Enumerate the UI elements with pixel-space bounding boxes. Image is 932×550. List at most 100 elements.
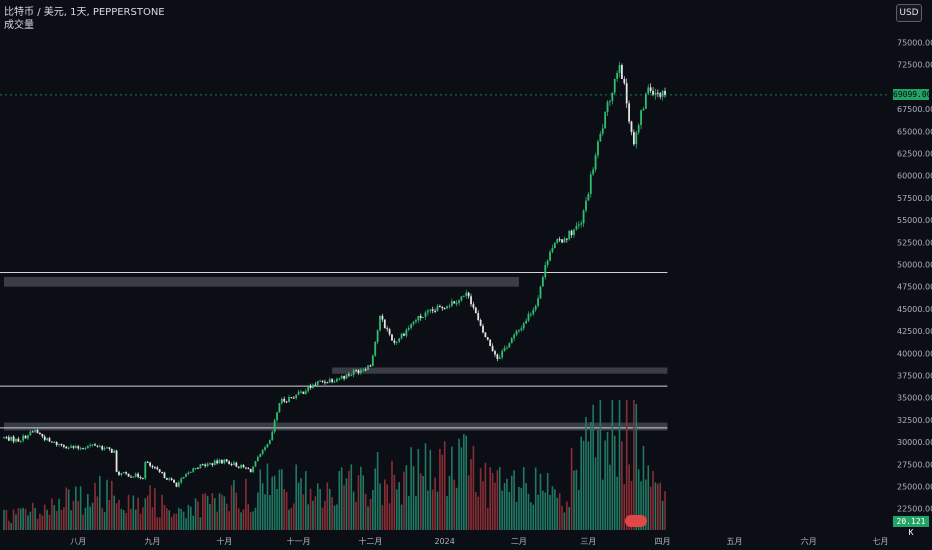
candle-body bbox=[443, 308, 446, 310]
candle-body bbox=[489, 339, 492, 347]
volume-bar bbox=[580, 436, 582, 530]
candle-body bbox=[520, 328, 523, 331]
candle-body bbox=[503, 347, 506, 352]
candle-body bbox=[632, 132, 635, 145]
candle-body bbox=[302, 391, 305, 394]
candle-body bbox=[283, 398, 286, 402]
candle-body bbox=[604, 112, 607, 129]
volume-bar bbox=[84, 507, 87, 530]
volume-bar bbox=[427, 490, 429, 530]
zone-rect[interactable] bbox=[332, 367, 668, 374]
volume-bar bbox=[24, 508, 27, 530]
price-axis[interactable]: 22500.00 25000.00 27500.00 30000.00 32500.00… bbox=[897, 39, 932, 514]
candle-body bbox=[94, 444, 96, 446]
candle-body bbox=[165, 478, 168, 480]
volume-bar bbox=[115, 503, 118, 530]
volume-bar bbox=[312, 500, 314, 530]
volume-bar bbox=[75, 486, 77, 530]
volume-bar bbox=[436, 491, 439, 530]
candle-body bbox=[254, 461, 257, 467]
candle-body bbox=[86, 445, 89, 449]
candle-body bbox=[101, 446, 104, 450]
candle-body bbox=[209, 463, 211, 465]
candle-body bbox=[316, 381, 319, 385]
candle-body bbox=[482, 325, 484, 333]
candle-body bbox=[381, 315, 384, 320]
candle-body bbox=[130, 476, 132, 478]
candle-body bbox=[494, 351, 496, 355]
symbol-name[interactable]: 比特币 bbox=[4, 7, 34, 18]
candle-body bbox=[647, 87, 650, 94]
price-tick-label: 25000.00 bbox=[897, 483, 932, 492]
volume-bar bbox=[448, 475, 451, 530]
volume-bar bbox=[228, 511, 230, 530]
candle-body bbox=[151, 465, 154, 468]
volume-bar bbox=[206, 495, 209, 530]
candle-body bbox=[228, 461, 231, 465]
volume-bar bbox=[170, 516, 173, 530]
candle-body bbox=[553, 242, 556, 249]
volume-bar bbox=[39, 513, 41, 530]
volume-bar bbox=[197, 501, 199, 530]
candle-body bbox=[142, 478, 144, 480]
volume-bar bbox=[79, 486, 82, 530]
candle-body bbox=[185, 474, 187, 478]
candle-body bbox=[379, 315, 381, 331]
price-tick-label: 22500.00 bbox=[897, 505, 932, 514]
volume-bar bbox=[300, 478, 302, 530]
volume-bar bbox=[89, 506, 92, 530]
volume-bar bbox=[103, 512, 106, 530]
candle-body bbox=[369, 365, 372, 367]
volume-bar bbox=[544, 492, 547, 530]
volume-bar bbox=[182, 511, 185, 530]
volume-bar bbox=[405, 465, 408, 530]
volume-bar bbox=[482, 481, 484, 530]
candle-body bbox=[149, 462, 151, 466]
volume-bar bbox=[477, 496, 480, 530]
volume-bar bbox=[199, 517, 202, 530]
candle-body bbox=[96, 445, 99, 447]
candle-body bbox=[106, 447, 108, 449]
volume-bar bbox=[589, 421, 592, 530]
candle-body bbox=[565, 238, 568, 240]
volume-bar bbox=[376, 452, 379, 530]
volume-bar bbox=[314, 496, 317, 530]
candle-body bbox=[312, 384, 314, 388]
candle-body bbox=[98, 446, 101, 448]
candle-body bbox=[506, 347, 508, 349]
zones-layer bbox=[4, 276, 668, 431]
volume-bar bbox=[331, 497, 333, 530]
candle-body bbox=[393, 340, 396, 343]
zone-rect[interactable] bbox=[4, 276, 519, 287]
candle-body bbox=[240, 464, 243, 468]
volume-bar bbox=[156, 517, 159, 530]
volume-bar bbox=[611, 400, 614, 530]
currency-button[interactable]: USD bbox=[896, 4, 922, 22]
zone-rect[interactable] bbox=[4, 422, 668, 431]
candle-body bbox=[120, 473, 123, 475]
price-tick-label: 35000.00 bbox=[897, 394, 932, 403]
candle-body bbox=[161, 471, 163, 473]
volume-bar bbox=[34, 507, 36, 530]
candle-body bbox=[280, 398, 283, 404]
volume-bar bbox=[278, 469, 281, 530]
candle-body bbox=[319, 380, 322, 382]
volume-bar bbox=[118, 499, 120, 530]
candle-body bbox=[230, 464, 233, 466]
event-flag-icon[interactable] bbox=[625, 515, 647, 527]
candle-body bbox=[187, 472, 190, 475]
candle-body bbox=[31, 431, 34, 433]
time-axis[interactable]: 八月 九月 十月 十一月 十二月 2024 二月 三月 四月 五月 六月 七月 bbox=[70, 536, 888, 546]
volume-bar bbox=[161, 494, 163, 530]
volume-bar bbox=[498, 467, 501, 530]
volume-bar bbox=[606, 431, 609, 530]
volume-bar bbox=[613, 435, 616, 530]
volume-legend[interactable]: 成交量 bbox=[4, 20, 34, 31]
candle-body bbox=[74, 446, 77, 448]
volume-bar bbox=[470, 459, 472, 530]
volume-bar bbox=[130, 508, 132, 530]
volume-bar bbox=[91, 502, 94, 530]
candle-body bbox=[395, 341, 398, 343]
volume-bar bbox=[96, 496, 99, 530]
